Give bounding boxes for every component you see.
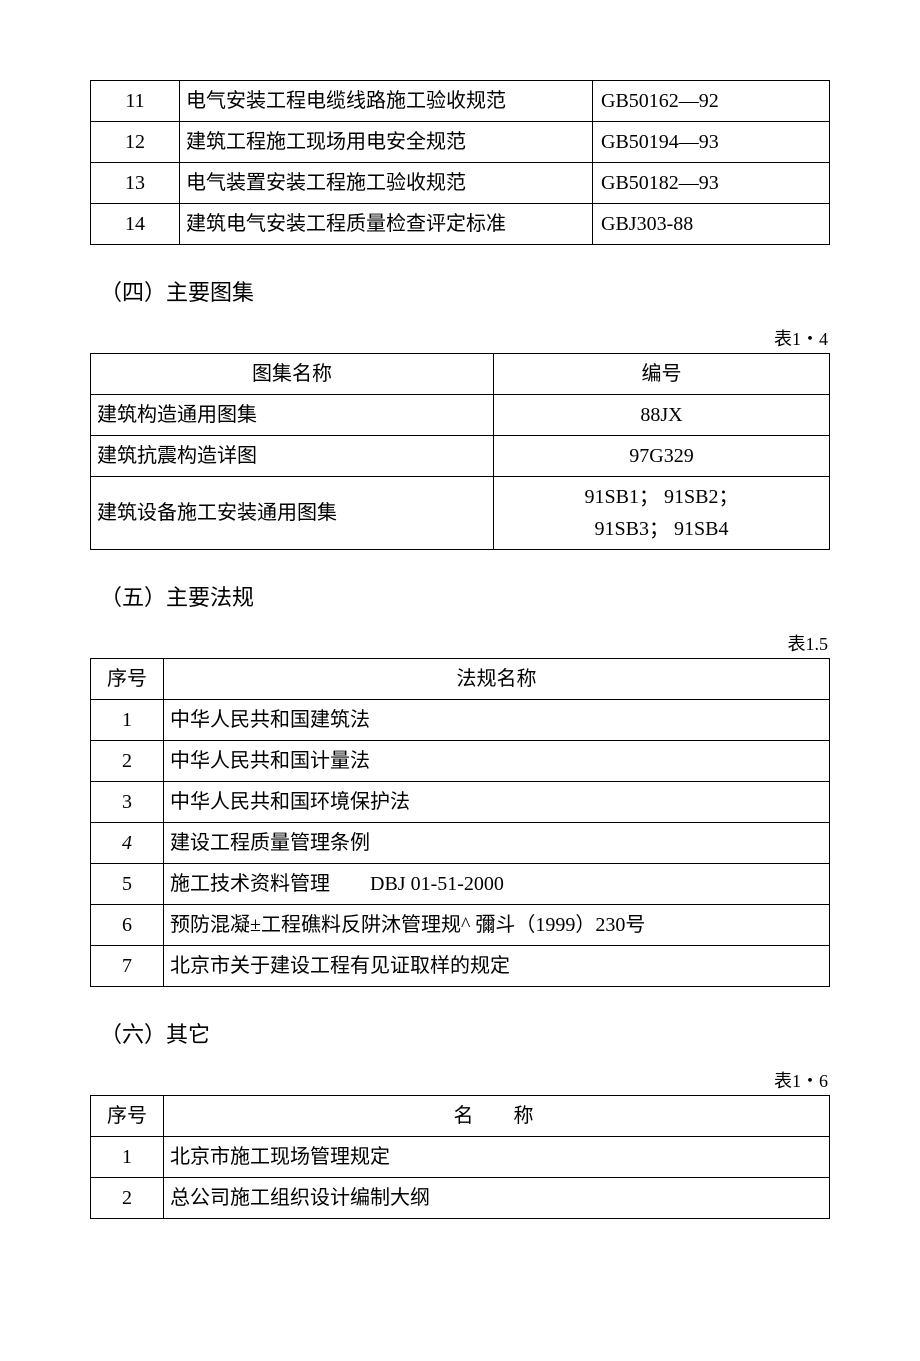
reg-name: 施工技术资料管理 DBJ 01-51-2000 <box>164 864 830 905</box>
col-no: 序号 <box>91 1096 164 1137</box>
col-name: 法规名称 <box>164 659 830 700</box>
other-name: 总公司施工组织设计编制大纲 <box>164 1178 830 1219</box>
table-row: 12 建筑工程施工现场用电安全规范 GB50194—93 <box>91 122 830 163</box>
standards-table-cont: 11 电气安装工程电缆线路施工验收规范 GB50162—92 12 建筑工程施工… <box>90 80 830 245</box>
table-caption-1-6: 表1・6 <box>90 1067 830 1093</box>
other-no: 1 <box>91 1137 164 1178</box>
reg-no: 4 <box>91 823 164 864</box>
table-row: 建筑设备施工安装通用图集 91SB1； 91SB2； 91SB3； 91SB4 <box>91 477 830 550</box>
reg-name: 北京市关于建设工程有见证取样的规定 <box>164 946 830 987</box>
table-row: 7 北京市关于建设工程有见证取样的规定 <box>91 946 830 987</box>
reg-no: 1 <box>91 700 164 741</box>
row-no: 11 <box>91 81 180 122</box>
table-row: 2 总公司施工组织设计编制大纲 <box>91 1178 830 1219</box>
table-row: 5 施工技术资料管理 DBJ 01-51-2000 <box>91 864 830 905</box>
section-heading-4: （四）主要图集 <box>90 275 830 307</box>
reg-no: 2 <box>91 741 164 782</box>
reg-name: 中华人民共和国计量法 <box>164 741 830 782</box>
reg-name: 预防混凝±工程礁料反阱沐管理规^ 彌斗（1999）230号 <box>164 905 830 946</box>
table-row: 1 北京市施工现场管理规定 <box>91 1137 830 1178</box>
reg-name: 中华人民共和国环境保护法 <box>164 782 830 823</box>
table-row: 2 中华人民共和国计量法 <box>91 741 830 782</box>
reg-name: 建设工程质量管理条例 <box>164 823 830 864</box>
table-caption-1-5: 表1.5 <box>90 630 830 656</box>
table-row: 4 建设工程质量管理条例 <box>91 823 830 864</box>
row-name: 建筑工程施工现场用电安全规范 <box>180 122 593 163</box>
atlas-code: 91SB1； 91SB2； 91SB3； 91SB4 <box>494 477 830 550</box>
regulations-table: 序号 法规名称 1 中华人民共和国建筑法 2 中华人民共和国计量法 3 中华人民… <box>90 658 830 987</box>
table-row: 1 中华人民共和国建筑法 <box>91 700 830 741</box>
row-code: GB50182—93 <box>593 163 830 204</box>
table-row: 14 建筑电气安装工程质量检查评定标准 GBJ303-88 <box>91 204 830 245</box>
row-code: GB50162—92 <box>593 81 830 122</box>
reg-no: 5 <box>91 864 164 905</box>
section-heading-6: （六）其它 <box>90 1017 830 1049</box>
row-code: GB50194—93 <box>593 122 830 163</box>
atlas-code: 97G329 <box>494 436 830 477</box>
reg-no: 7 <box>91 946 164 987</box>
atlas-name: 建筑抗震构造详图 <box>91 436 494 477</box>
other-name: 北京市施工现场管理规定 <box>164 1137 830 1178</box>
table-row: 建筑构造通用图集 88JX <box>91 395 830 436</box>
other-no: 2 <box>91 1178 164 1219</box>
atlas-name: 建筑构造通用图集 <box>91 395 494 436</box>
col-no: 序号 <box>91 659 164 700</box>
row-name: 电气安装工程电缆线路施工验收规范 <box>180 81 593 122</box>
reg-name: 中华人民共和国建筑法 <box>164 700 830 741</box>
row-no: 12 <box>91 122 180 163</box>
col-atlas-name: 图集名称 <box>91 354 494 395</box>
row-no: 13 <box>91 163 180 204</box>
atlas-code: 88JX <box>494 395 830 436</box>
row-name: 电气装置安装工程施工验收规范 <box>180 163 593 204</box>
reg-no: 3 <box>91 782 164 823</box>
table-row: 13 电气装置安装工程施工验收规范 GB50182—93 <box>91 163 830 204</box>
table-row: 3 中华人民共和国环境保护法 <box>91 782 830 823</box>
table-caption-1-4: 表1・4 <box>90 325 830 351</box>
row-code: GBJ303-88 <box>593 204 830 245</box>
atlas-table: 图集名称 编号 建筑构造通用图集 88JX 建筑抗震构造详图 97G329 建筑… <box>90 353 830 550</box>
col-name: 名称 <box>164 1096 830 1137</box>
row-no: 14 <box>91 204 180 245</box>
reg-no: 6 <box>91 905 164 946</box>
table-row: 11 电气安装工程电缆线路施工验收规范 GB50162—92 <box>91 81 830 122</box>
section-heading-5: （五）主要法规 <box>90 580 830 612</box>
atlas-name: 建筑设备施工安装通用图集 <box>91 477 494 550</box>
row-name: 建筑电气安装工程质量检查评定标准 <box>180 204 593 245</box>
col-atlas-code: 编号 <box>494 354 830 395</box>
table-row: 建筑抗震构造详图 97G329 <box>91 436 830 477</box>
table-row: 6 预防混凝±工程礁料反阱沐管理规^ 彌斗（1999）230号 <box>91 905 830 946</box>
others-table: 序号 名称 1 北京市施工现场管理规定 2 总公司施工组织设计编制大纲 <box>90 1095 830 1219</box>
